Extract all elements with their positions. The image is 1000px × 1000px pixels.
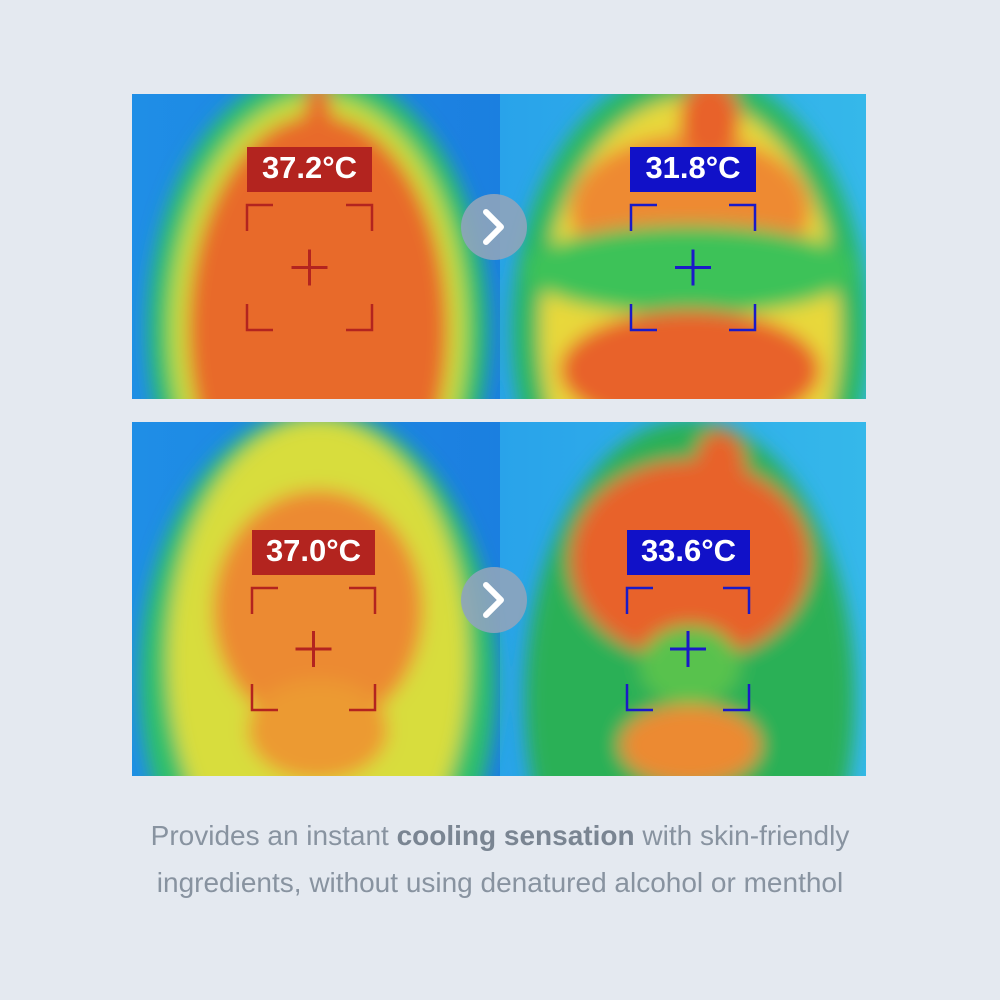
- temp-badge: [630, 147, 756, 192]
- thermal-image: [132, 94, 866, 399]
- temp-badge: [247, 147, 372, 192]
- target-bracket: [245, 203, 374, 332]
- caption-text: ingredients, without using denatured alc…: [156, 867, 844, 898]
- caption-line: ingredients, without using denatured alc…: [0, 859, 1000, 906]
- temp-badge: [252, 530, 375, 575]
- temp-after: 33.6°C: [641, 533, 736, 568]
- temp-before: 37.2°C: [262, 150, 357, 185]
- temp-after: 31.8°C: [645, 150, 740, 185]
- caption-text: with skin-friendly: [642, 820, 850, 851]
- arrow-icon: [483, 582, 504, 618]
- thermal-comparison: 37.2°C 31.8°C 37.0°C 33.6°C: [132, 94, 866, 776]
- crosshair: [675, 249, 711, 286]
- arrow-icon: [483, 209, 504, 245]
- crosshair: [295, 631, 332, 667]
- crosshair: [670, 631, 706, 667]
- caption-line: Provides an instant cooling sensation wi…: [0, 812, 1000, 859]
- thermal-image: [132, 422, 866, 776]
- caption-emphasis: cooling sensation: [396, 820, 635, 851]
- target-bracket: [625, 586, 751, 712]
- arrow-circle: [461, 194, 527, 260]
- caption: Provides an instant cooling sensation wi…: [0, 812, 1000, 906]
- temp-badge: [627, 530, 750, 575]
- target-bracket: [629, 203, 757, 332]
- temp-before: 37.0°C: [266, 533, 361, 568]
- caption-text: Provides an instant: [150, 820, 389, 851]
- arrow-circle: [461, 567, 527, 633]
- crosshair: [291, 249, 328, 286]
- target-bracket: [250, 586, 377, 712]
